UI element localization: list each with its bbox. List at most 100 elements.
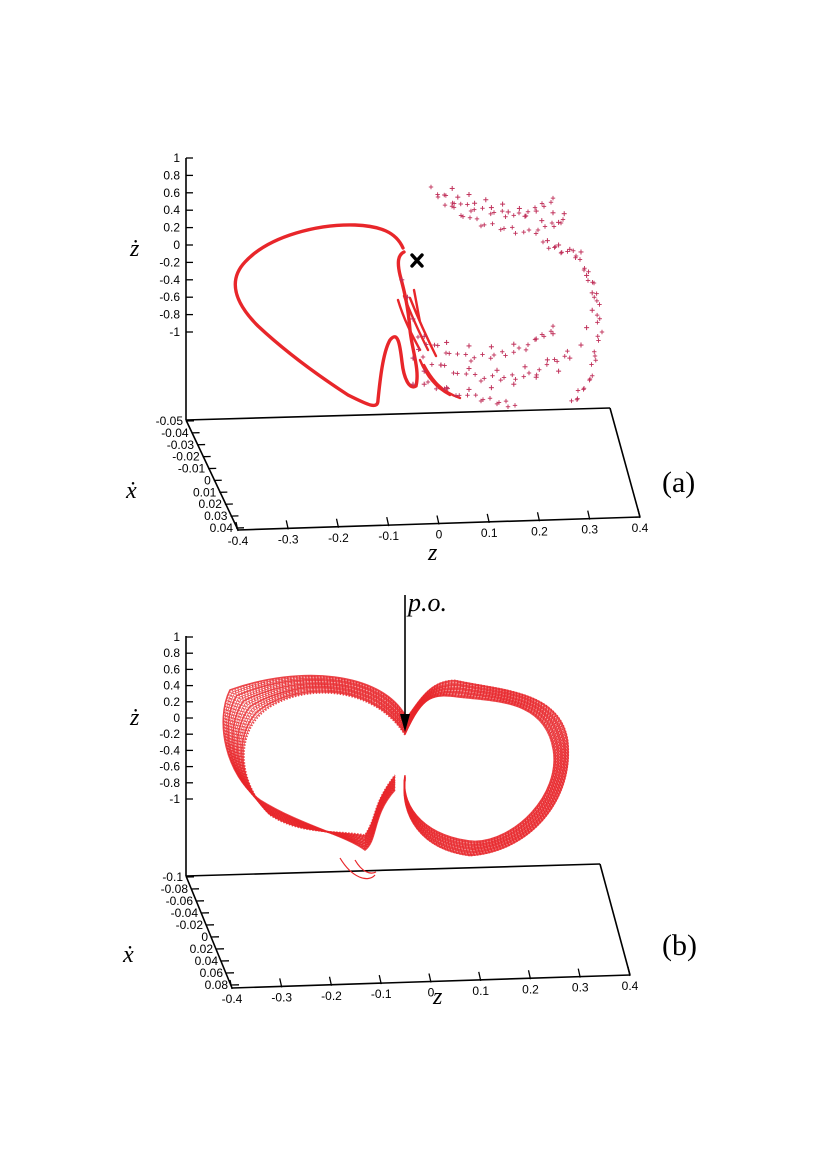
panel-b-xdot-tick-label: -0.08: [161, 882, 189, 896]
panel-a-cross-point: [526, 370, 532, 376]
panel-a-cross-point: [592, 349, 597, 354]
panel-b-z-tick: [527, 970, 532, 980]
panel-a-cross-point: [544, 362, 550, 367]
panel-a-z-tick: [436, 515, 440, 525]
panel-a-cross-point: [428, 184, 434, 190]
panel-a-zdot-tick-label: 0.8: [163, 168, 180, 182]
panel-a-xdot-tick-label: 0.03: [204, 509, 228, 523]
panel-a-cross-point: [464, 371, 469, 377]
panel-a-cross-point: [584, 325, 590, 331]
panel-a-zdot-tick-label: 0.2: [163, 221, 180, 235]
panel-a-cross-point: [553, 244, 558, 249]
panel-a-cross-point: [443, 193, 449, 198]
panel-a-cross-point: [554, 359, 560, 364]
panel-a-cross-point: [560, 217, 566, 222]
panel-a-cross-point: [550, 331, 556, 337]
panel-a-cross-point: [503, 353, 508, 358]
panel-b: 10.80.60.40.20-0.2-0.4-0.6-0.8-1-0.1-0.0…: [122, 588, 697, 1010]
panel-b-zdot-tick-label: 0.8: [163, 646, 180, 660]
panel-a-cross-point: [451, 370, 456, 376]
panel-b-trajectory-loop: [404, 695, 555, 842]
panel-a-cross-point: [463, 352, 468, 357]
panel-a-zdot-label: ż: [129, 236, 140, 262]
panel-b-zdot-tick-label: 0.4: [163, 679, 180, 693]
panel-b-trajectory-loop: [403, 679, 569, 857]
panel-b-z-tick: [428, 973, 432, 983]
panel-a-cross-point: [592, 353, 598, 359]
panel-b-data: [222, 674, 570, 880]
panel-a-xdot-tick-label: 0: [204, 473, 211, 487]
panel-a-cross-point: [589, 307, 595, 313]
panel-b-zdot-tick-label: 0.6: [163, 662, 180, 676]
panel-b-z-tick-label: -0.3: [271, 990, 292, 1004]
panel-a-cross-point: [550, 323, 556, 329]
panel-b-ydot-axis-line: [185, 875, 233, 989]
panel-b-trajectory-loop: [403, 690, 560, 847]
panel-a-zdot-tick-label: 0.4: [163, 203, 180, 217]
panel-b-po-label: p.o.: [406, 588, 447, 617]
panel-a-data: [233, 184, 605, 409]
panel-b-zdot-tick-label: -0.2: [159, 727, 180, 741]
panel-b-zdot-tick-label: 0.2: [163, 695, 180, 709]
panel-a-cross-point: [424, 342, 429, 347]
panel-b-trajectory-tail: [339, 857, 377, 880]
panel-a-cross-point: [565, 249, 570, 254]
panel-b-z-tick-label: -0.1: [371, 987, 392, 1001]
panel-a-cross-point: [544, 238, 550, 244]
panel-a-xdot-tick-label: 0.01: [193, 485, 217, 499]
panel-a-cross-point: [500, 349, 505, 354]
panel-a-cross-point: [539, 218, 545, 224]
panel-a-cross-point: [480, 206, 485, 211]
panel-b-z-tick: [478, 971, 482, 982]
panel-a-cross-point: [474, 216, 480, 222]
panel-a-z-tick-label: -0.3: [278, 532, 299, 546]
panel-b-po-arrowhead: [400, 714, 410, 732]
panel-a-z-tick: [536, 512, 541, 522]
panel-a-cross-point: [488, 211, 493, 217]
panel-a-cross-point: [573, 255, 578, 260]
panel-a-cross-point: [416, 346, 422, 352]
panel-a-z-tick-label: 0.1: [481, 526, 498, 540]
panel-a-cross-point: [552, 245, 557, 250]
panel-b-z-tick-label: 0.3: [572, 981, 589, 995]
panel-a-cross-point: [510, 372, 515, 378]
panel-b-xdot-tick-label: -0.02: [176, 918, 204, 932]
panel-a-cross-point: [458, 201, 463, 207]
panel-a-label: (a): [662, 466, 695, 499]
panel-a-z-tick: [486, 513, 490, 524]
panel-a-cross-point: [516, 210, 522, 216]
panel-a-cross-point: [438, 362, 443, 368]
panel-a-cross-point: [556, 242, 562, 248]
panel-a-cross-point: [581, 387, 586, 392]
panel-a-zdot-tick-label: -0.4: [159, 273, 180, 287]
panel-a-cross-point: [593, 358, 598, 363]
panel-a-cross-point: [533, 208, 539, 214]
panel-b-z-tick-label: 0.2: [522, 982, 539, 996]
panel-a-cross-point: [466, 343, 472, 349]
panel-a-cross-point: [494, 367, 500, 373]
panel-a-marker-x: [410, 253, 424, 268]
panel-b-z-tick-label: 0.1: [472, 984, 489, 998]
panel-a-cross-point: [483, 197, 489, 203]
panel-a-cross-point: [466, 366, 472, 372]
panel-a-cross-point: [594, 291, 599, 296]
panel-a-cross-point: [511, 350, 516, 355]
panel-b-xdot-label: ẋ: [122, 942, 134, 968]
panel-a-cross-point: [532, 337, 538, 342]
panel-a-cross-point: [525, 342, 531, 347]
panel-a-cross-point: [472, 207, 477, 212]
panel-a-cross-point: [415, 334, 421, 340]
panel-a-cross-point: [552, 357, 557, 362]
panel-a-cross-point: [478, 223, 484, 229]
panel-a-cross-point: [410, 316, 416, 322]
panel-a-cross-point: [460, 214, 466, 219]
panel-b-ticks: 10.80.60.40.20-0.2-0.4-0.6-0.8-1-0.1-0.0…: [159, 630, 638, 1006]
panel-a-cross-point: [501, 375, 507, 380]
panel-a-cross-point: [578, 249, 584, 255]
panel-a-cross-point: [468, 358, 474, 364]
panel-a-cross-point: [556, 368, 562, 374]
panel-a-cross-point: [523, 213, 529, 219]
panel-b-z-tick: [627, 966, 631, 977]
panel-a-cross-point: [491, 210, 497, 215]
panel-a-cross-point: [569, 398, 574, 404]
